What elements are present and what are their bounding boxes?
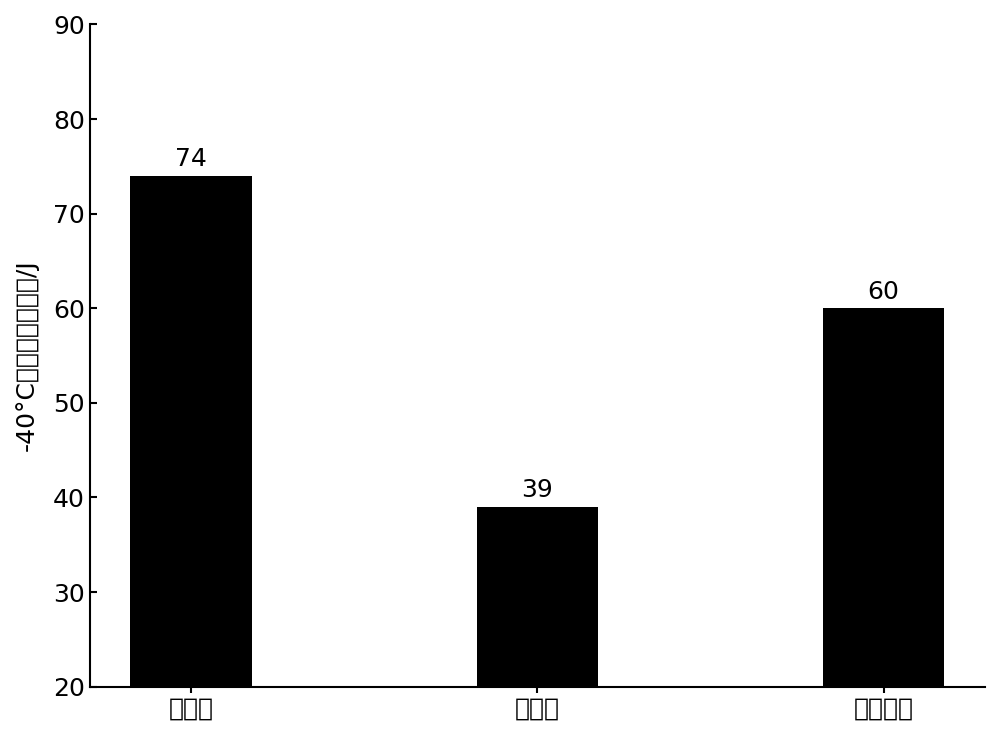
Bar — [130, 176, 252, 687]
Bar — [823, 308, 944, 687]
Text: 39: 39 — [521, 478, 553, 502]
Y-axis label: -40°C夏比冲击吸收功/J: -40°C夏比冲击吸收功/J — [15, 260, 39, 451]
Text: 60: 60 — [868, 280, 900, 303]
Bar — [477, 507, 598, 687]
Text: 74: 74 — [175, 147, 207, 171]
